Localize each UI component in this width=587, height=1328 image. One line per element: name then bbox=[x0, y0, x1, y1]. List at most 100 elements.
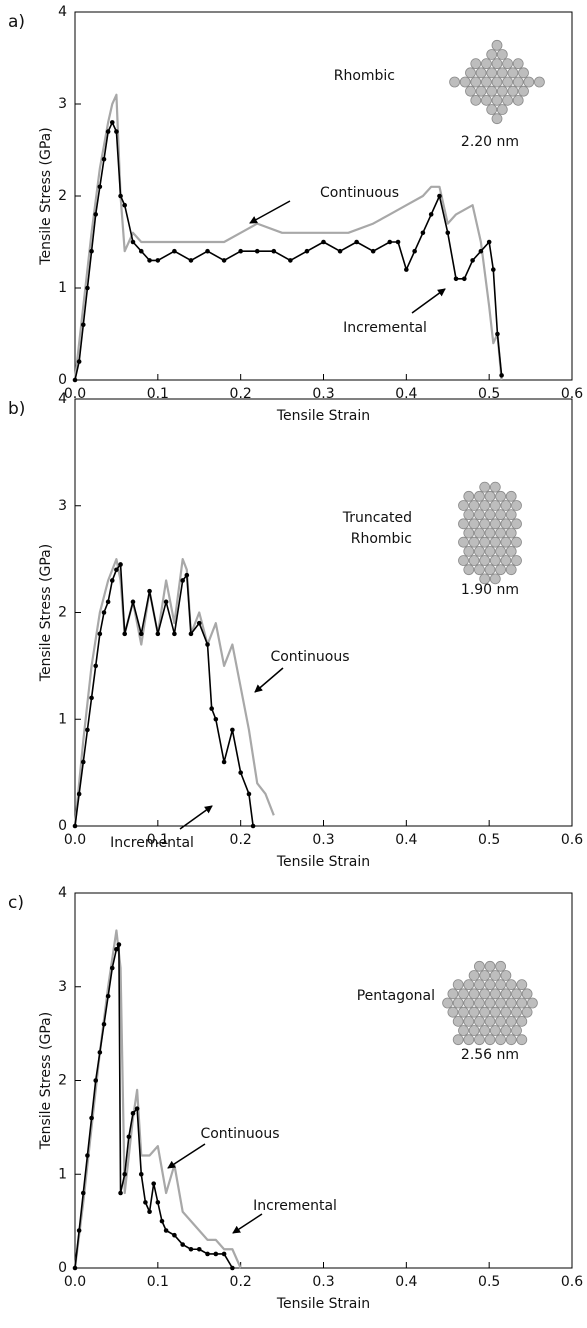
icon-atom bbox=[463, 564, 475, 576]
data-point bbox=[93, 212, 99, 217]
icon-atom bbox=[459, 76, 471, 88]
data-point bbox=[89, 248, 94, 254]
icon-atom bbox=[512, 58, 524, 70]
icon-atom bbox=[479, 1006, 491, 1018]
x-tick-label: 0.1 bbox=[147, 1274, 169, 1290]
icon-atom bbox=[484, 1034, 496, 1046]
icon-atom bbox=[480, 76, 492, 88]
icon-atom bbox=[500, 536, 512, 548]
data-point bbox=[246, 791, 252, 797]
icon-atom bbox=[521, 1006, 533, 1018]
data-point bbox=[105, 599, 111, 605]
icon-atom bbox=[489, 481, 501, 493]
icon-atom bbox=[512, 76, 524, 88]
data-point bbox=[238, 770, 243, 775]
x-tick-label: 0.2 bbox=[230, 386, 252, 402]
icon-atom bbox=[458, 1025, 469, 1036]
icon-atom bbox=[470, 94, 482, 106]
data-point bbox=[118, 193, 123, 199]
icon-atom bbox=[479, 573, 491, 585]
icon-atom bbox=[489, 536, 501, 548]
icon-atom bbox=[505, 997, 517, 1009]
data-point bbox=[163, 1228, 169, 1233]
icon-atom bbox=[495, 979, 507, 991]
icon-atom bbox=[463, 1015, 475, 1027]
icon-atom bbox=[495, 1015, 507, 1027]
data-point bbox=[238, 248, 243, 254]
y-tick-label: 1 bbox=[58, 280, 67, 296]
x-axis-title: Tensile Strain bbox=[276, 408, 370, 424]
data-point bbox=[138, 248, 144, 254]
icon-atom bbox=[507, 67, 519, 79]
data-point bbox=[188, 631, 194, 637]
x-tick-label: 0.0 bbox=[64, 832, 86, 848]
y-tick-label: 0 bbox=[58, 1260, 67, 1276]
data-point bbox=[138, 1171, 144, 1177]
data-point bbox=[105, 993, 111, 999]
data-point bbox=[486, 239, 492, 245]
data-point bbox=[172, 631, 177, 637]
icon-atom bbox=[449, 76, 461, 88]
icon-atom bbox=[496, 104, 508, 115]
data-point bbox=[122, 631, 127, 637]
icon-atom bbox=[511, 500, 522, 511]
icon-atom bbox=[500, 1025, 512, 1036]
series-line bbox=[73, 929, 242, 1269]
data-point bbox=[101, 1021, 107, 1027]
x-tick-label: 0.5 bbox=[478, 386, 500, 402]
data-point bbox=[188, 258, 194, 263]
icon-atom bbox=[473, 979, 485, 991]
data-point bbox=[105, 129, 111, 134]
icon-atom bbox=[511, 518, 522, 530]
annotation: Truncated bbox=[342, 510, 412, 526]
icon-atom bbox=[495, 509, 507, 521]
y-tick-label: 1 bbox=[58, 1166, 67, 1182]
data-point bbox=[89, 1115, 94, 1121]
panel-label: a) bbox=[8, 12, 25, 32]
data-point bbox=[80, 1190, 86, 1196]
data-point bbox=[205, 642, 210, 647]
icon-atom bbox=[511, 988, 522, 1000]
data-point bbox=[337, 248, 343, 254]
icon-atom bbox=[479, 555, 491, 566]
icon-atom bbox=[486, 104, 498, 115]
data-point bbox=[76, 791, 82, 797]
data-point bbox=[288, 258, 293, 263]
icon-atom bbox=[452, 1034, 464, 1046]
icon-atom bbox=[484, 527, 496, 539]
annotation-arrow bbox=[254, 667, 284, 693]
icon-atom bbox=[495, 545, 507, 557]
data-point bbox=[159, 1218, 165, 1224]
data-point bbox=[196, 620, 202, 626]
icon-atom bbox=[495, 960, 507, 972]
data-point bbox=[462, 276, 467, 282]
icon-atom bbox=[516, 1034, 528, 1046]
icon-atom bbox=[479, 988, 491, 1000]
icon-atom bbox=[491, 39, 503, 51]
data-point bbox=[85, 285, 90, 291]
icon-atom bbox=[516, 997, 528, 1009]
annotation: Incremental bbox=[110, 835, 194, 851]
icon-atom bbox=[495, 997, 507, 1009]
x-tick-label: 0.0 bbox=[64, 386, 86, 402]
icon-atom bbox=[500, 1006, 512, 1018]
x-axis-title: Tensile Strain bbox=[276, 1296, 370, 1312]
icon-atom bbox=[468, 536, 480, 548]
data-point bbox=[97, 184, 103, 190]
data-point bbox=[130, 599, 136, 605]
icon-atom bbox=[511, 1006, 522, 1018]
icon-atom bbox=[500, 500, 512, 511]
data-point bbox=[93, 1078, 99, 1083]
icon-atom bbox=[505, 490, 517, 502]
icon-atom bbox=[473, 997, 485, 1009]
icon-atom bbox=[484, 979, 496, 991]
icon-atom bbox=[484, 545, 496, 557]
data-point bbox=[184, 572, 190, 578]
data-point bbox=[387, 239, 393, 245]
icon-atom bbox=[495, 1034, 507, 1046]
icon-atom bbox=[468, 988, 480, 1000]
icon-atom bbox=[486, 67, 498, 79]
data-point bbox=[470, 258, 475, 263]
icon-atom bbox=[491, 94, 503, 106]
data-point bbox=[143, 1200, 148, 1205]
